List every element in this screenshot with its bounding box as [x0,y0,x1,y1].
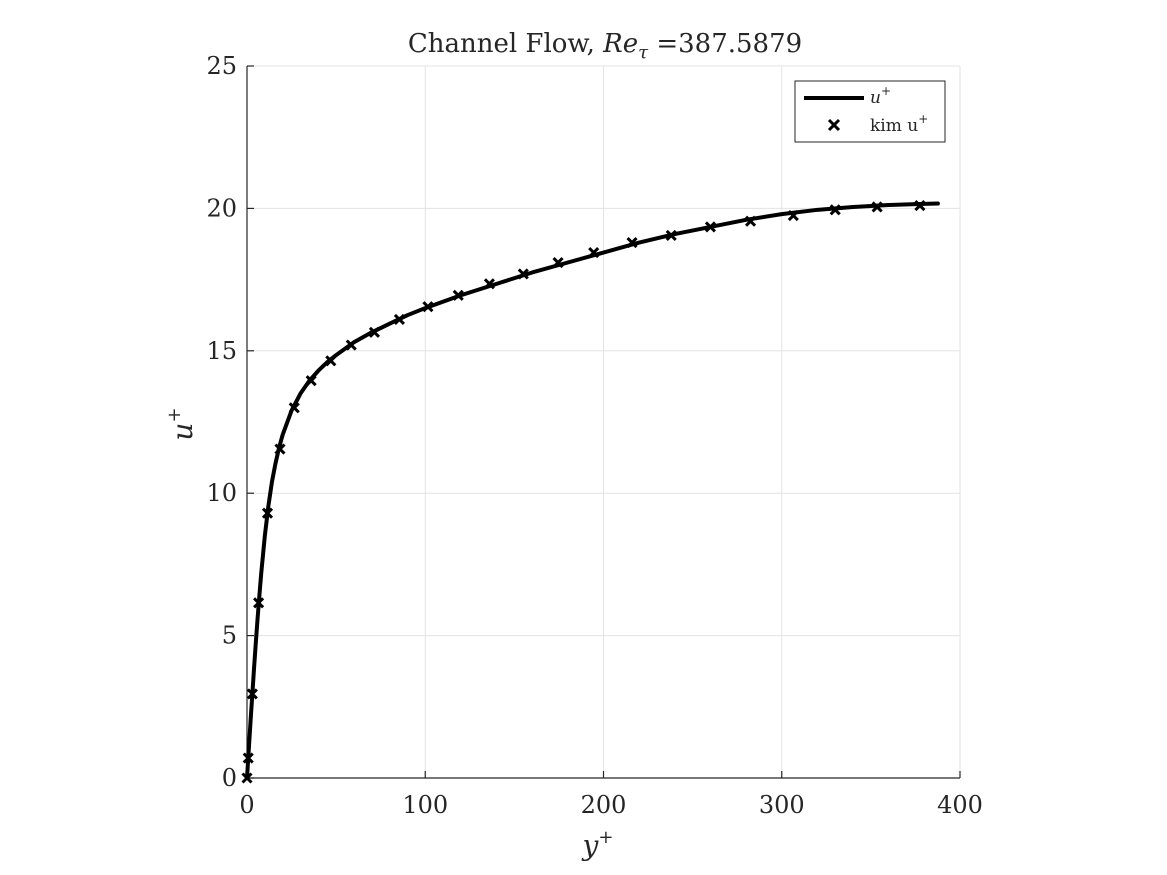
data-point-kim-u-plus [261,507,274,519]
data-point-kim-u-plus [665,229,677,242]
data-point-kim-u-plus [483,278,495,290]
data-point-kim-u-plus [626,237,638,249]
data-point-kim-u-plus [452,289,464,301]
data-point-kim-u-plus [345,339,357,351]
data-point-kim-u-plus [871,201,883,213]
grid [247,65,961,778]
x-tick-label: 0 [239,791,254,819]
data-point-kim-u-plus [914,199,926,212]
y-tick-label: 10 [206,479,237,507]
y-tick-label: 0 [222,764,237,792]
data-point-kim-u-plus [288,402,300,414]
y-tick-label: 20 [206,194,237,222]
x-axis-label: y+ [581,827,614,862]
data-point-kim-u-plus [552,256,564,269]
x-tick-label: 100 [402,791,448,819]
x-tick-label: 300 [759,791,805,819]
data-point-kim-u-plus [517,268,529,280]
data-point-kim-u-plus [368,326,381,338]
legend-label-u-plus: u+ [870,84,891,108]
plot-area [241,199,940,784]
legend-box [794,80,946,143]
y-tick-label: 15 [206,337,237,365]
data-point-kim-u-plus [588,246,600,259]
x-tick-label: 200 [581,791,627,819]
data-point-kim-u-plus [787,209,799,222]
data-point-kim-u-plus [829,204,841,216]
data-point-kim-u-plus [305,375,317,387]
x-tick-label: 400 [937,791,983,819]
y-axis-label: u+ [164,407,199,440]
legend-marker-swatch [827,118,841,132]
y-ticks: 0 5 10 15 20 25 [206,52,254,792]
y-tick-label: 25 [206,52,237,80]
legend: u+ kim u+ [794,80,946,143]
y-tick-label: 5 [222,622,237,650]
data-point-kim-u-plus [274,443,286,455]
chart-title: Channel Flow, Reτ =387.5879 [408,29,802,63]
data-point-kim-u-plus [422,301,434,313]
data-point-kim-u-plus [246,688,258,700]
data-point-kim-u-plus [242,752,254,764]
data-point-kim-u-plus [744,215,757,227]
data-point-kim-u-plus [704,221,717,233]
data-point-kim-u-plus [393,313,405,326]
x-ticks: 0 100 200 300 400 [239,771,983,819]
data-point-kim-u-plus [253,597,265,609]
data-point-kim-u-plus [325,355,337,367]
legend-label-kim-u-plus: kim u+ [870,112,928,136]
data-point-kim-u-plus [241,772,253,784]
